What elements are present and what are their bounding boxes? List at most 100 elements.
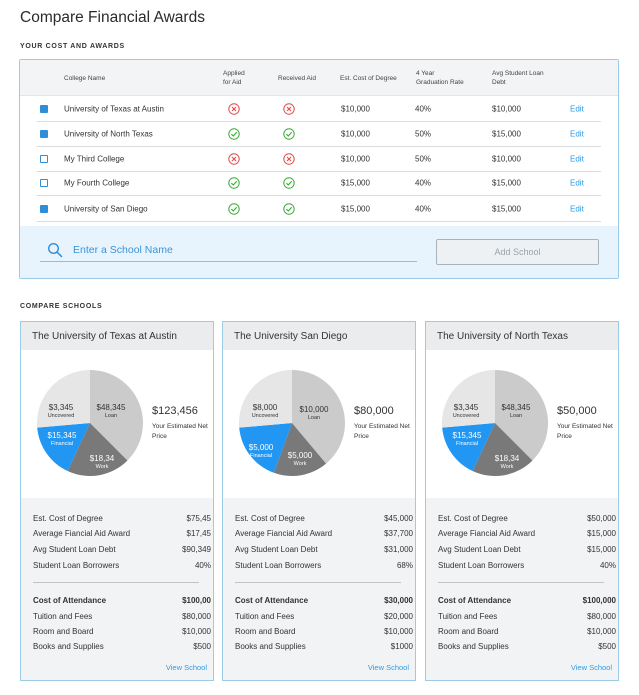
row-select-checkbox[interactable] (40, 179, 48, 187)
header-received: Received Aid (278, 75, 316, 82)
check-circle-icon (283, 177, 295, 189)
card-title: The University of North Texas (437, 331, 568, 342)
stat-row: Est. Cost of Degree $50,000 (438, 514, 616, 523)
view-school-link[interactable]: View School (570, 663, 612, 672)
stat-label: Student Loan Borrowers (235, 561, 322, 570)
edit-link[interactable]: Edit (570, 104, 584, 114)
net-price-label: Your Estimated Net Price (557, 423, 613, 440)
check-circle-icon (228, 177, 240, 189)
attendance-row: Room and Board $10,000 (235, 627, 413, 636)
stat-row: Average Fiancial Aid Award $17,45 (33, 529, 211, 538)
pie-value-work: $18,34 (90, 454, 115, 463)
stat-label: Average Fiancial Aid Award (438, 529, 536, 538)
divider (33, 582, 199, 583)
pie-slice-uncovered (36, 370, 90, 428)
attendance-value: $80,000 (587, 612, 616, 621)
table-row: University of Texas at Austin $10,000 40% $… (37, 97, 601, 122)
section-label-compare: COMPARE SCHOOLS (20, 303, 103, 310)
x-circle-icon (283, 103, 295, 115)
stat-label: Average Fiancial Aid Award (235, 529, 333, 538)
attendance-value: $80,000 (182, 612, 211, 621)
pie-label-uncovered: Uncovered (252, 413, 279, 419)
search-icon (47, 242, 63, 258)
section-label-awards: YOUR COST AND AWARDS (20, 43, 125, 50)
pie-label-work: Work (501, 464, 514, 470)
card-stats: Est. Cost of Degree $50,000 Average Fianci… (426, 498, 618, 680)
stat-label: Average Fiancial Aid Award (33, 529, 131, 538)
stat-value: $45,000 (384, 514, 413, 523)
pie-label-financial: Financial (456, 441, 478, 447)
pie-label-work: Work (294, 461, 307, 467)
cost-pie-chart: $8,000Uncovered$10,000Loan$5,000Work$5,0… (238, 370, 346, 476)
attendance-value: $100,00 (182, 596, 211, 605)
stat-row: Est. Cost of Degree $45,000 (235, 514, 413, 523)
edit-link[interactable]: Edit (570, 204, 584, 214)
edit-link[interactable]: Edit (570, 178, 584, 188)
stat-value: 68% (396, 561, 413, 570)
stat-label: Avg Student Loan Debt (33, 545, 116, 554)
pie-slice-uncovered (238, 370, 292, 428)
edit-link[interactable]: Edit (570, 129, 584, 139)
edit-link[interactable]: Edit (570, 154, 584, 164)
x-circle-icon (228, 153, 240, 165)
stat-label: Student Loan Borrowers (438, 561, 525, 570)
loan-debt: $15,000 (492, 129, 521, 139)
stat-row: Student Loan Borrowers 68% (235, 561, 413, 570)
attendance-row: Room and Board $10,000 (438, 627, 616, 636)
graduation-rate: 40% (415, 178, 432, 188)
stat-value: $75,45 (186, 514, 211, 523)
attendance-label: Tuition and Fees (438, 612, 498, 621)
attendance-label: Room and Board (235, 627, 296, 636)
header-loan-debt: Avg Student Loan Debt (492, 70, 544, 86)
attendance-row: Tuition and Fees $80,000 (33, 612, 211, 621)
loan-debt: $10,000 (492, 154, 521, 164)
pie-slice-work (472, 423, 533, 476)
attendance-value: $20,000 (384, 612, 413, 621)
attendance-value: $10,000 (182, 627, 211, 636)
attendance-label: Cost of Attendance (235, 596, 309, 605)
view-school-link[interactable]: View School (165, 663, 207, 672)
pie-label-uncovered: Uncovered (453, 413, 480, 419)
school-card: The University of Texas at Austin $3,345 U… (20, 321, 214, 681)
view-school-link[interactable]: View School (367, 663, 409, 672)
attendance-total-row: Cost of Attendance $30,000 (235, 596, 413, 605)
graduation-rate: 50% (415, 129, 432, 139)
stat-value: $15,000 (587, 545, 616, 554)
attendance-label: Room and Board (33, 627, 94, 636)
attendance-row: Books and Supplies $1000 (235, 642, 413, 651)
row-select-checkbox[interactable] (40, 105, 48, 113)
college-name: University of San Diego (64, 204, 148, 214)
attendance-value: $1000 (390, 642, 413, 651)
attendance-label: Books and Supplies (235, 642, 306, 651)
row-select-checkbox[interactable] (40, 130, 48, 138)
graduation-rate: 40% (415, 104, 432, 114)
attendance-value: $500 (193, 642, 211, 651)
row-select-checkbox[interactable] (40, 205, 48, 213)
attendance-label: Cost of Attendance (33, 596, 107, 605)
college-name: University of Texas at Austin (64, 104, 164, 114)
check-circle-icon (228, 203, 240, 215)
stat-row: Student Loan Borrowers 40% (33, 561, 211, 570)
school-search-input[interactable] (40, 238, 417, 262)
stat-label: Avg Student Loan Debt (235, 545, 318, 554)
divider (235, 582, 401, 583)
stat-value: $50,000 (587, 514, 616, 523)
pie-slice-loan (495, 370, 549, 461)
divider (438, 582, 604, 583)
header-graduation-rate: 4 Year Graduation Rate (416, 70, 464, 86)
pie-label-loan: Loan (308, 415, 320, 421)
attendance-row: Tuition and Fees $80,000 (438, 612, 616, 621)
attendance-row: Books and Supplies $500 (33, 642, 211, 651)
card-stats: Est. Cost of Degree $75,45 Average Fiancia… (21, 498, 213, 680)
add-school-button[interactable]: Add School (436, 239, 599, 265)
pie-value-uncovered: $3,345 (454, 403, 479, 412)
row-select-checkbox[interactable] (40, 155, 48, 163)
add-school-bar: Add School (20, 226, 618, 278)
net-price-total: $123,456 (152, 405, 198, 417)
stat-value: $37,700 (384, 529, 413, 538)
attendance-label: Books and Supplies (438, 642, 509, 651)
cost-of-degree: $10,000 (341, 154, 370, 164)
stat-value: $31,000 (384, 545, 413, 554)
attendance-label: Tuition and Fees (235, 612, 295, 621)
college-name: My Fourth College (64, 178, 130, 188)
